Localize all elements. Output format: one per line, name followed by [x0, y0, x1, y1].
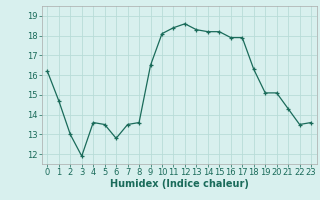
- X-axis label: Humidex (Indice chaleur): Humidex (Indice chaleur): [110, 179, 249, 189]
